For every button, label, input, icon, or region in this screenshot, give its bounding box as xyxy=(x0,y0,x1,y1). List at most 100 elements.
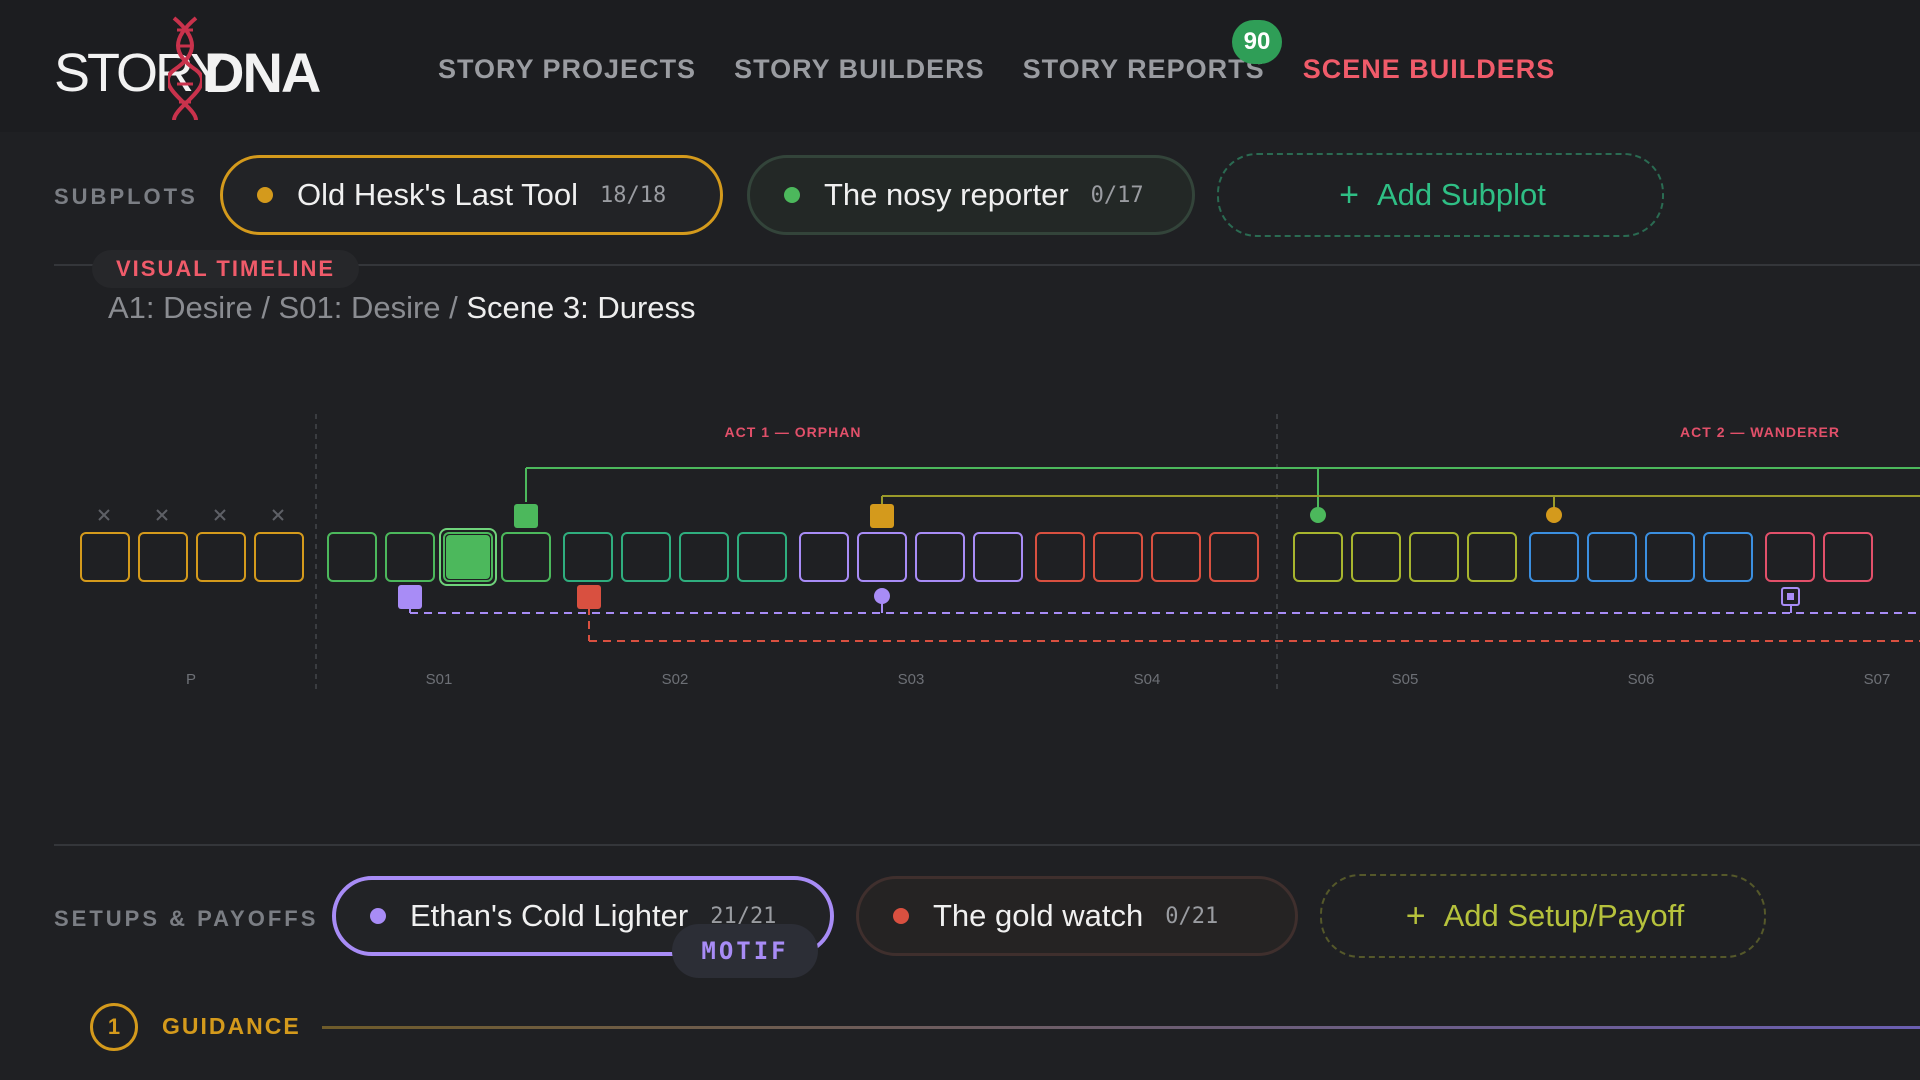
sequence-labels: P S01 S02 S03 S04 S05 S06 S07 xyxy=(186,671,1890,688)
main-nav: STORY PROJECTS STORY BUILDERS STORY REPO… xyxy=(438,54,1555,85)
setup-name: The gold watch xyxy=(933,898,1144,933)
payoff-marker[interactable] xyxy=(1781,587,1800,606)
subplot-marker[interactable] xyxy=(514,504,538,528)
scene-box[interactable] xyxy=(501,532,551,582)
current-scene-outline xyxy=(439,528,497,586)
scene-box[interactable] xyxy=(621,532,671,582)
subplot-chip-old-hesk[interactable]: Old Hesk's Last Tool 18/18 xyxy=(220,155,723,235)
scene-box[interactable] xyxy=(1467,532,1517,582)
subplot-marker[interactable] xyxy=(1546,507,1562,523)
scene-box[interactable] xyxy=(196,532,246,582)
scene-box[interactable] xyxy=(737,532,787,582)
scene-box[interactable] xyxy=(679,532,729,582)
scene-box[interactable] xyxy=(443,532,493,582)
scene-box[interactable] xyxy=(1765,532,1815,582)
story-dna-logo[interactable]: STORY DNA xyxy=(54,14,344,124)
nav-story-builders[interactable]: STORY BUILDERS xyxy=(734,54,985,84)
sequence-label: S04 xyxy=(1134,671,1161,688)
setups-payoffs-label: SETUPS & PAYOFFS xyxy=(54,906,319,931)
timeline-divider xyxy=(54,264,1920,266)
breadcrumb-current: Scene 3: Duress xyxy=(466,290,696,325)
subplot-name: Old Hesk's Last Tool xyxy=(297,177,579,212)
plus-icon: + xyxy=(1405,896,1426,935)
scene-box[interactable] xyxy=(1409,532,1459,582)
sequence-label: S02 xyxy=(662,671,689,688)
scene-box[interactable] xyxy=(1293,532,1343,582)
subplot-name: The nosy reporter xyxy=(824,177,1069,212)
payoff-marker-core xyxy=(1787,593,1794,600)
setup-chip-gold-watch[interactable]: The gold watch 0/21 xyxy=(856,876,1298,956)
scene-box[interactable] xyxy=(1823,532,1873,582)
setup-chip-ethans-lighter[interactable]: Ethan's Cold Lighter 21/21 xyxy=(332,876,834,956)
scene-box[interactable] xyxy=(799,532,849,582)
setup-marker[interactable] xyxy=(874,588,890,604)
guidance-label[interactable]: GUIDANCE xyxy=(162,1013,301,1039)
top-bar: STORY DNA STORY PROJECTS STORY BUILDERS … xyxy=(0,0,1920,132)
scene-box[interactable] xyxy=(563,532,613,582)
scene-box[interactable] xyxy=(385,532,435,582)
subplots-label: SUBPLOTS xyxy=(54,184,198,209)
nav-scene-builders[interactable]: SCENE BUILDERS xyxy=(1302,54,1556,84)
x-icon xyxy=(156,509,168,521)
scene-box[interactable] xyxy=(327,532,377,582)
sequence-label: S03 xyxy=(898,671,925,688)
motif-tag: MOTIF xyxy=(672,924,818,978)
scene-box[interactable] xyxy=(1351,532,1401,582)
subplot-marker[interactable] xyxy=(1310,507,1326,523)
subplot-color-dot xyxy=(257,187,273,203)
setups-divider xyxy=(54,844,1920,846)
notification-badge[interactable]: 90 xyxy=(1232,20,1282,64)
scene-box[interactable] xyxy=(254,532,304,582)
sequence-label: S01 xyxy=(426,671,453,688)
act-label-1: ACT 1 — ORPHAN xyxy=(725,424,862,440)
current-scene-box[interactable] xyxy=(446,535,490,579)
add-setup-payoff-button[interactable]: + Add Setup/Payoff xyxy=(1320,874,1766,958)
scene-box[interactable] xyxy=(1093,532,1143,582)
sequence-label: S06 xyxy=(1628,671,1655,688)
x-icon xyxy=(272,509,284,521)
scene-box[interactable] xyxy=(1151,532,1201,582)
add-subplot-button[interactable]: + Add Subplot xyxy=(1217,153,1664,237)
scene-box[interactable] xyxy=(857,532,907,582)
x-icon xyxy=(98,509,110,521)
breadcrumb-path[interactable]: A1: Desire / S01: Desire / xyxy=(108,290,467,325)
scene-box[interactable] xyxy=(1209,532,1259,582)
nav-story-projects[interactable]: STORY PROJECTS xyxy=(438,54,697,84)
scene-box[interactable] xyxy=(1645,532,1695,582)
guidance-line xyxy=(322,1026,1920,1029)
add-subplot-label: Add Subplot xyxy=(1376,177,1546,212)
visual-timeline: ACT 1 — ORPHAN ACT 2 — WANDERER P S01 S02 S… xyxy=(80,414,1920,692)
excluded-marks xyxy=(98,509,284,521)
subplot-count: 0/17 xyxy=(1090,182,1144,208)
subplot-count: 18/18 xyxy=(600,182,667,208)
plus-icon: + xyxy=(1339,175,1359,214)
guidance-step-number: 1 xyxy=(90,1003,138,1051)
sequence-label: S05 xyxy=(1392,671,1419,688)
subplot-chip-nosy-reporter[interactable]: The nosy reporter 0/17 xyxy=(747,155,1195,235)
setup-marker[interactable] xyxy=(577,585,601,609)
setup-color-dot xyxy=(893,908,909,924)
scene-box[interactable] xyxy=(1703,532,1753,582)
scene-box[interactable] xyxy=(1035,532,1085,582)
scene-box[interactable] xyxy=(915,532,965,582)
x-icon xyxy=(214,509,226,521)
scene-boxes xyxy=(80,528,1873,586)
scene-box[interactable] xyxy=(1587,532,1637,582)
scene-box[interactable] xyxy=(138,532,188,582)
visual-timeline-label: VISUAL TIMELINE xyxy=(92,250,360,288)
subplot-marker[interactable] xyxy=(870,504,894,528)
breadcrumb: A1: Desire / S01: Desire / Scene 3: Dure… xyxy=(108,290,696,326)
logo-dna-text: DNA xyxy=(204,41,321,104)
sequence-label: S07 xyxy=(1864,671,1891,688)
setup-marker[interactable] xyxy=(398,585,422,609)
act-label-2: ACT 2 — WANDERER xyxy=(1680,424,1840,440)
nav-story-reports[interactable]: STORY REPORTS xyxy=(1022,54,1265,84)
subplot-color-dot xyxy=(784,187,800,203)
setup-color-dot xyxy=(370,908,386,924)
setup-name: Ethan's Cold Lighter xyxy=(410,898,689,933)
sequence-label: P xyxy=(186,671,196,688)
scene-box[interactable] xyxy=(973,532,1023,582)
scene-box[interactable] xyxy=(80,532,130,582)
scene-box[interactable] xyxy=(1529,532,1579,582)
setup-count: 0/21 xyxy=(1165,903,1219,929)
